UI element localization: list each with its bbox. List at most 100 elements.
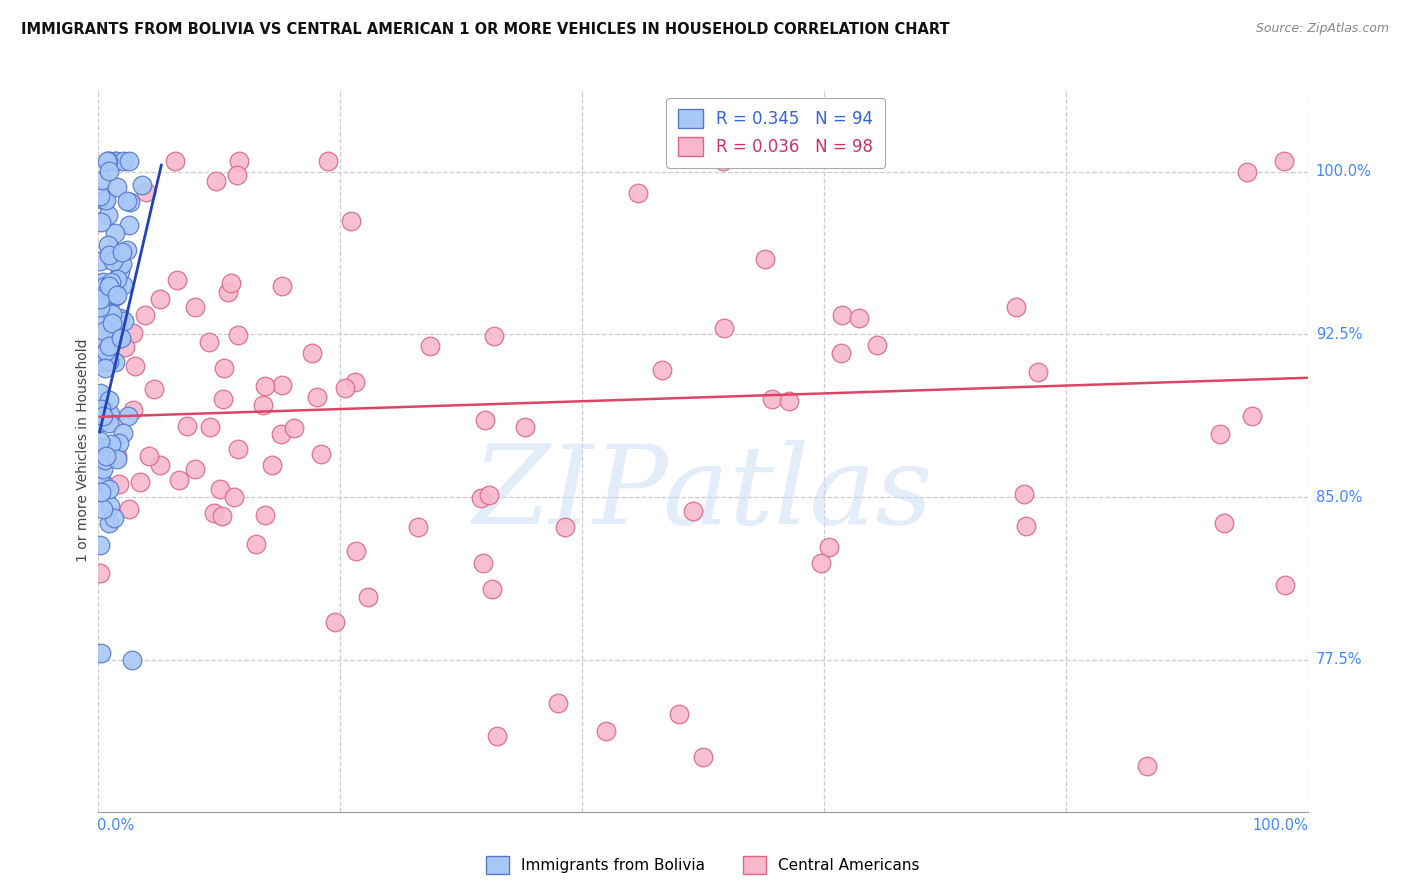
- Point: [98, 339, 121, 353]
- Point: [96, 153, 118, 168]
- Point: [124, 359, 146, 373]
- Point: [1241, 409, 1264, 423]
- Point: [810, 556, 832, 570]
- Point: [340, 214, 363, 228]
- Point: [1136, 759, 1159, 773]
- Text: 77.5%: 77.5%: [1316, 652, 1362, 667]
- Point: [419, 339, 441, 353]
- Point: [104, 226, 127, 240]
- Point: [89, 254, 111, 268]
- Point: [105, 288, 128, 302]
- Point: [198, 419, 221, 434]
- Point: [93, 275, 115, 289]
- Point: [118, 153, 141, 168]
- Point: [270, 427, 292, 442]
- Point: [205, 174, 228, 188]
- Point: [226, 328, 249, 343]
- Point: [118, 218, 141, 232]
- Text: Source: ZipAtlas.com: Source: ZipAtlas.com: [1256, 22, 1389, 36]
- Point: [626, 186, 648, 200]
- Point: [554, 520, 576, 534]
- Point: [101, 253, 124, 268]
- Point: [96, 153, 118, 168]
- Point: [477, 488, 499, 502]
- Point: [344, 543, 367, 558]
- Point: [98, 392, 121, 407]
- Point: [97, 416, 120, 430]
- Point: [90, 485, 112, 500]
- Point: [212, 392, 235, 406]
- Point: [167, 473, 190, 487]
- Point: [121, 326, 143, 341]
- Point: [866, 338, 889, 352]
- Point: [97, 354, 120, 368]
- Point: [105, 451, 128, 466]
- Point: [217, 285, 239, 300]
- Point: [166, 273, 188, 287]
- Point: [108, 263, 131, 277]
- Point: [89, 386, 111, 401]
- Point: [117, 502, 139, 516]
- Point: [98, 279, 121, 293]
- Point: [1272, 153, 1295, 168]
- Point: [98, 353, 121, 368]
- Point: [93, 324, 115, 338]
- Point: [1209, 427, 1232, 442]
- Point: [98, 299, 121, 313]
- Point: [97, 238, 120, 252]
- Point: [98, 516, 121, 531]
- Point: [118, 195, 141, 210]
- Point: [754, 252, 776, 266]
- Point: [135, 185, 157, 199]
- Text: 0.0%: 0.0%: [97, 818, 135, 833]
- Point: [100, 287, 122, 301]
- Point: [1236, 164, 1258, 178]
- Point: [89, 189, 111, 203]
- Point: [198, 334, 221, 349]
- Point: [91, 440, 114, 454]
- Point: [89, 292, 111, 306]
- Point: [668, 707, 690, 722]
- Point: [283, 420, 305, 434]
- Point: [682, 504, 704, 518]
- Point: [184, 300, 207, 314]
- Legend: R = 0.345   N = 94, R = 0.036   N = 98: R = 0.345 N = 94, R = 0.036 N = 98: [666, 97, 884, 168]
- Point: [547, 696, 569, 710]
- Text: 92.5%: 92.5%: [1316, 326, 1362, 342]
- Point: [134, 309, 156, 323]
- Point: [103, 510, 125, 524]
- Point: [335, 381, 357, 395]
- Point: [108, 477, 131, 491]
- Point: [97, 209, 120, 223]
- Point: [222, 490, 245, 504]
- Point: [515, 420, 537, 434]
- Point: [122, 403, 145, 417]
- Text: IMMIGRANTS FROM BOLIVIA VS CENTRAL AMERICAN 1 OR MORE VEHICLES IN HOUSEHOLD CORR: IMMIGRANTS FROM BOLIVIA VS CENTRAL AMERI…: [21, 22, 949, 37]
- Point: [100, 436, 122, 450]
- Point: [110, 331, 132, 345]
- Point: [117, 409, 139, 424]
- Point: [1274, 578, 1296, 592]
- Point: [474, 412, 496, 426]
- Point: [101, 316, 124, 330]
- Point: [406, 520, 429, 534]
- Text: 100.0%: 100.0%: [1316, 164, 1372, 179]
- Point: [98, 499, 121, 513]
- Point: [692, 750, 714, 764]
- Text: ZIPatlas: ZIPatlas: [472, 440, 934, 548]
- Point: [89, 311, 111, 326]
- Point: [713, 321, 735, 335]
- Point: [93, 402, 115, 417]
- Point: [651, 362, 673, 376]
- Point: [226, 442, 249, 457]
- Point: [301, 345, 323, 359]
- Point: [1015, 518, 1038, 533]
- Point: [1014, 487, 1036, 501]
- Y-axis label: 1 or more Vehicles in Household: 1 or more Vehicles in Household: [76, 339, 90, 562]
- Point: [101, 307, 124, 321]
- Point: [98, 247, 121, 261]
- Point: [129, 475, 152, 489]
- Point: [112, 277, 135, 292]
- Point: [121, 653, 143, 667]
- Point: [103, 318, 125, 333]
